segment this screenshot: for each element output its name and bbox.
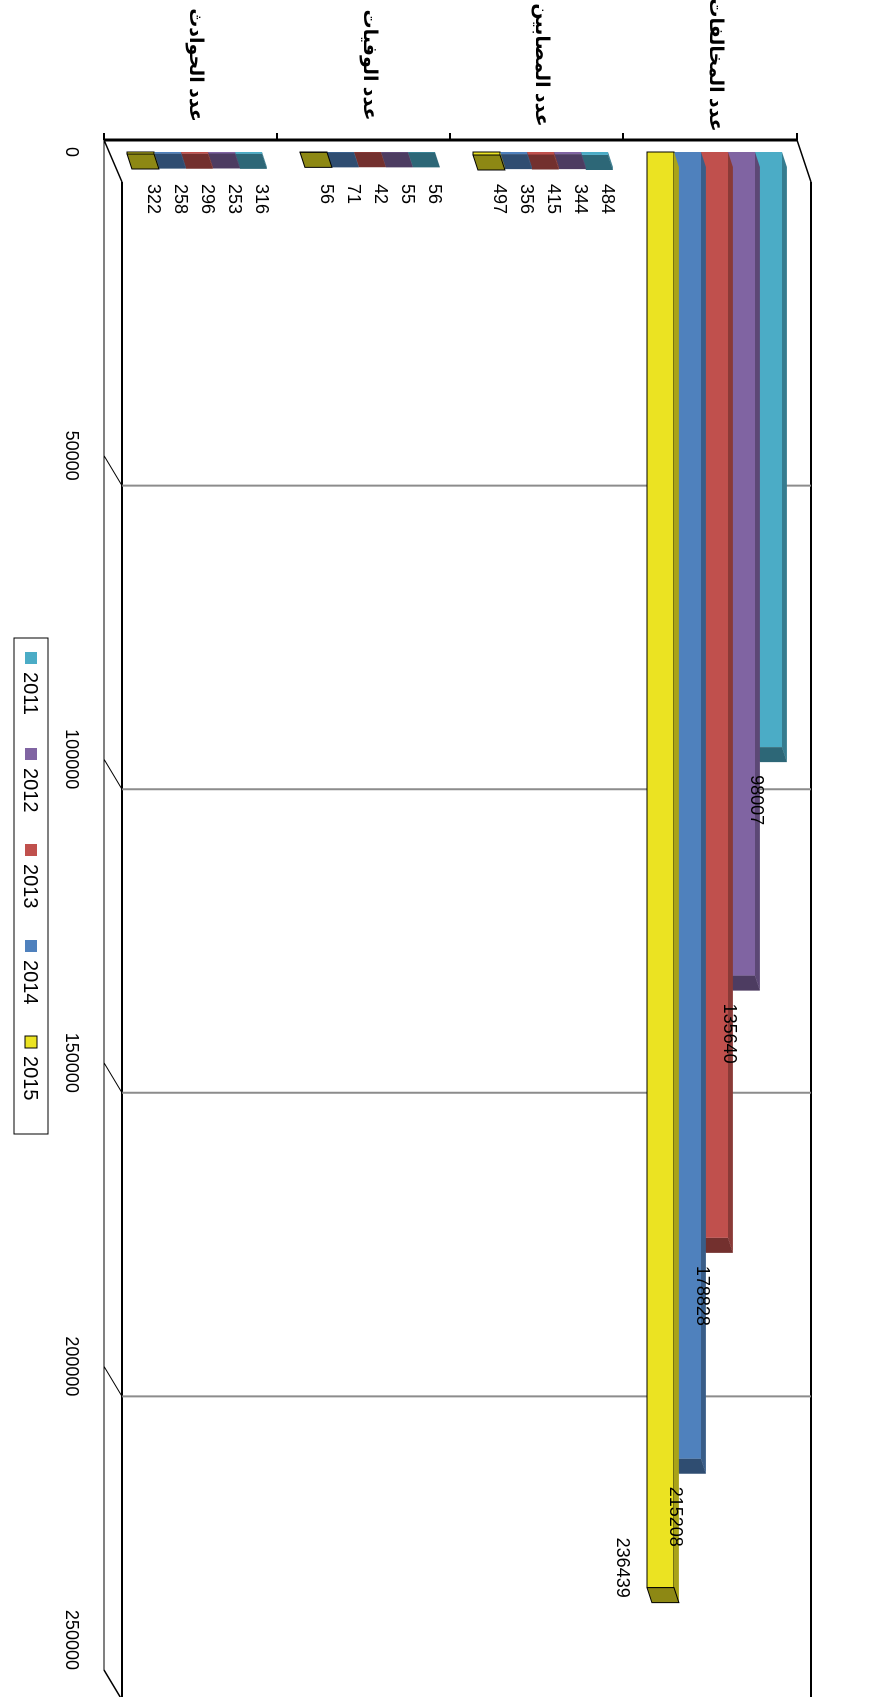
data-label-injured-2014: 356 — [517, 184, 537, 214]
bar-accidents-2014 — [154, 152, 186, 169]
legend-box — [13, 637, 49, 1135]
data-label-violations-2012: 135640 — [720, 1004, 740, 1064]
bar-accidents-2011 — [235, 152, 267, 169]
tick-label-250000: 250000 — [62, 1610, 82, 1670]
data-label-accidents-2014: 258 — [171, 184, 191, 214]
category-label-violations: عدد المخالفات — [705, 0, 726, 132]
legend-label-2011: 2011 — [19, 672, 41, 715]
bar-deaths-2012 — [381, 152, 413, 168]
legend-label-2012: 2012 — [19, 768, 41, 813]
tick-label-50000: 50000 — [62, 431, 82, 481]
bar-deaths-2011 — [408, 152, 440, 168]
data-labels: 98007 135640 178828 215208 236439 484 344 415 35… — [144, 184, 767, 1598]
bar-violations-2015 — [646, 151, 680, 1604]
data-label-accidents-2015: 322 — [144, 184, 164, 214]
value-axis-ticks: 0 50000 100000 150000 200000 250000 — [62, 147, 82, 1670]
category-label-accidents: عدد الحوادث — [185, 8, 206, 122]
legend-label-2014: 2014 — [19, 960, 41, 1005]
bar-accidents-2015 — [126, 151, 160, 170]
data-label-accidents-2012: 253 — [225, 184, 245, 214]
data-label-injured-2013: 415 — [544, 184, 564, 214]
legend-swatch-2013 — [25, 844, 37, 856]
data-label-deaths-2011: 56 — [425, 184, 445, 204]
bar-deaths-2015 — [299, 151, 333, 168]
legend-label-2015: 2015 — [19, 1056, 41, 1101]
data-label-accidents-2011: 316 — [252, 184, 272, 214]
legend-swatch-2012 — [25, 748, 37, 760]
bar-injured-2011 — [581, 152, 613, 170]
legend-swatch-2015 — [24, 1035, 38, 1049]
bar-injured-2012 — [554, 152, 586, 170]
data-label-violations-2011: 98007 — [747, 775, 767, 825]
data-label-injured-2011: 484 — [598, 184, 618, 214]
data-label-deaths-2014: 71 — [344, 184, 364, 204]
tick-label-200000: 200000 — [62, 1336, 82, 1396]
bar-deaths-2014 — [327, 152, 359, 168]
data-label-injured-2015: 497 — [490, 184, 510, 214]
category-label-deaths: عدد الوفيات — [359, 10, 380, 121]
bar-injured-2015 — [472, 151, 506, 171]
bar-injured-2014 — [500, 152, 532, 170]
data-label-deaths-2012: 55 — [398, 184, 418, 204]
tick-label-100000: 100000 — [62, 729, 82, 789]
data-label-deaths-2015: 56 — [317, 184, 337, 204]
category-labels: عدد المخالفات عدد المصابين عدد الوفيات ع… — [185, 0, 726, 132]
tick-label-0: 0 — [62, 147, 82, 157]
bar-accidents-2012 — [208, 152, 240, 169]
data-label-violations-2015: 236439 — [613, 1538, 633, 1598]
bar-injured-2013 — [527, 152, 559, 170]
bar-accidents-2013 — [181, 152, 213, 169]
legend-swatch-2014 — [25, 940, 37, 952]
legend: 2011 2012 2013 2014 2015 — [13, 637, 49, 1135]
data-label-accidents-2013: 296 — [198, 184, 218, 214]
category-label-injured: عدد المصابين — [531, 3, 552, 126]
data-label-deaths-2013: 42 — [371, 184, 391, 204]
tick-label-150000: 150000 — [62, 1033, 82, 1093]
data-label-injured-2012: 344 — [571, 184, 591, 214]
bars — [126, 151, 787, 1604]
legend-swatch-2011 — [25, 652, 37, 664]
data-label-violations-2014: 215208 — [666, 1487, 686, 1547]
bar-deaths-2013 — [354, 152, 386, 168]
legend-label-2013: 2013 — [19, 864, 41, 909]
data-label-violations-2013: 178828 — [693, 1266, 713, 1326]
